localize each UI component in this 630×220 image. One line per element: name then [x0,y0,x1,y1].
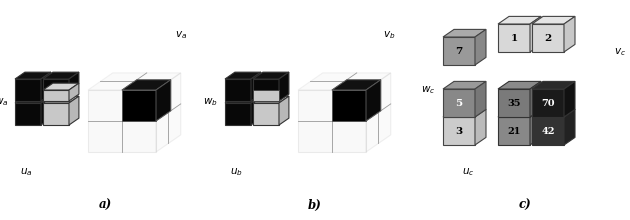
Polygon shape [532,117,564,145]
Polygon shape [156,80,171,121]
Polygon shape [298,90,366,152]
Polygon shape [443,37,475,65]
Text: $u_c$: $u_c$ [462,166,474,178]
Polygon shape [43,90,69,101]
Text: $u_a$: $u_a$ [20,166,33,178]
Polygon shape [443,89,475,117]
Polygon shape [15,72,51,79]
Polygon shape [88,73,181,90]
Polygon shape [366,73,391,152]
Polygon shape [225,103,251,125]
Polygon shape [564,81,575,117]
Polygon shape [564,16,575,52]
Polygon shape [122,90,156,121]
Polygon shape [475,81,486,117]
Polygon shape [88,90,156,152]
Polygon shape [43,72,79,79]
Polygon shape [498,89,530,117]
Polygon shape [532,81,575,89]
Polygon shape [69,96,79,125]
Text: 5: 5 [455,99,462,108]
Polygon shape [332,90,366,121]
Polygon shape [156,73,181,152]
Polygon shape [498,81,541,89]
Polygon shape [69,72,79,90]
Text: $v_c$: $v_c$ [614,46,626,58]
Text: $v_b$: $v_b$ [383,29,396,41]
Text: $v_a$: $v_a$ [175,29,187,41]
Polygon shape [498,16,541,24]
Polygon shape [15,79,41,101]
Polygon shape [498,117,530,145]
Polygon shape [43,83,79,90]
Polygon shape [122,80,171,90]
Polygon shape [530,109,541,145]
Text: 21: 21 [507,126,520,136]
Text: a): a) [98,199,112,212]
Polygon shape [530,81,541,117]
Text: b): b) [308,199,322,212]
Polygon shape [253,103,279,125]
Polygon shape [532,109,575,117]
Polygon shape [41,72,51,101]
Polygon shape [225,96,261,103]
Polygon shape [43,96,79,103]
Text: 70: 70 [541,99,555,108]
Text: c): c) [518,199,531,212]
Polygon shape [366,80,381,121]
Polygon shape [279,72,289,101]
Text: 42: 42 [541,126,555,136]
Text: 1: 1 [510,33,518,42]
Polygon shape [475,109,486,145]
Polygon shape [251,96,261,125]
Polygon shape [443,29,486,37]
Polygon shape [498,24,530,52]
Polygon shape [253,72,289,79]
Polygon shape [532,89,564,117]
Polygon shape [15,96,51,103]
Text: $w_c$: $w_c$ [421,84,435,96]
Polygon shape [564,109,575,145]
Polygon shape [43,103,69,125]
Polygon shape [251,72,261,101]
Polygon shape [475,29,486,65]
Polygon shape [253,90,279,101]
Polygon shape [253,79,279,101]
Text: 7: 7 [455,46,462,55]
Text: $w_a$: $w_a$ [0,96,8,108]
Polygon shape [443,117,475,145]
Text: 3: 3 [455,126,462,136]
Text: 35: 35 [507,99,521,108]
Polygon shape [532,16,575,24]
Polygon shape [498,109,541,117]
Polygon shape [443,109,486,117]
Text: $u_b$: $u_b$ [230,166,243,178]
Polygon shape [43,79,69,90]
Polygon shape [532,24,564,52]
Polygon shape [279,96,289,125]
Polygon shape [225,72,261,79]
Text: 2: 2 [544,33,552,42]
Polygon shape [530,16,541,52]
Polygon shape [41,96,51,125]
Polygon shape [253,96,289,103]
Text: $w_b$: $w_b$ [203,96,218,108]
Polygon shape [15,103,41,125]
Polygon shape [225,79,251,101]
Polygon shape [332,80,381,90]
Polygon shape [69,83,79,101]
Polygon shape [443,81,486,89]
Polygon shape [298,73,391,90]
